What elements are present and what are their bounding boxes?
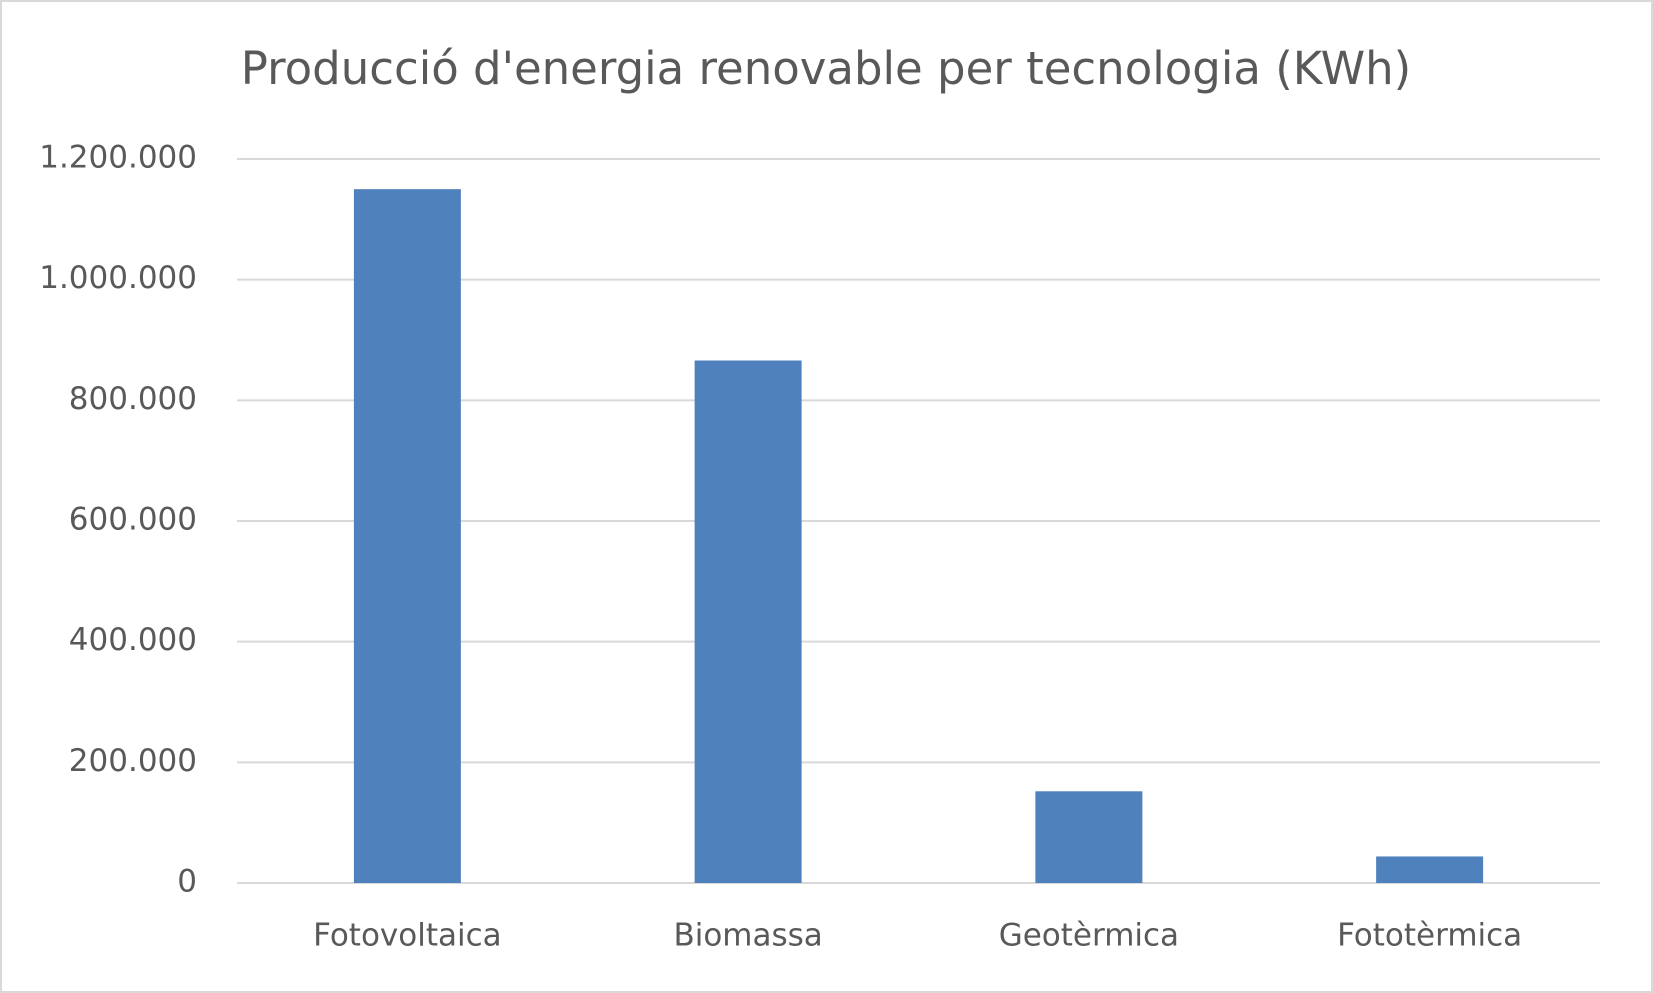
bar bbox=[694, 360, 802, 884]
y-tick-label: 1.200.000 bbox=[39, 140, 197, 176]
y-tick-label: 400.000 bbox=[69, 622, 197, 658]
y-tick-label: 800.000 bbox=[69, 381, 197, 417]
x-tick-label: Biomassa bbox=[673, 918, 822, 954]
y-tick-label: 200.000 bbox=[69, 743, 197, 779]
x-tick-label: Fotovoltaica bbox=[313, 918, 502, 954]
y-tick-label: 1.000.000 bbox=[39, 260, 197, 296]
y-tick-label: 0 bbox=[177, 864, 197, 900]
chart-title: Producció d'energia renovable per tecnol… bbox=[241, 42, 1411, 95]
x-tick-label: Geotèrmica bbox=[999, 918, 1179, 954]
bar bbox=[1035, 791, 1143, 883]
bar bbox=[1376, 856, 1484, 883]
x-tick-label: Fototèrmica bbox=[1337, 918, 1522, 954]
bar bbox=[353, 189, 461, 883]
y-tick-label: 600.000 bbox=[69, 502, 197, 538]
